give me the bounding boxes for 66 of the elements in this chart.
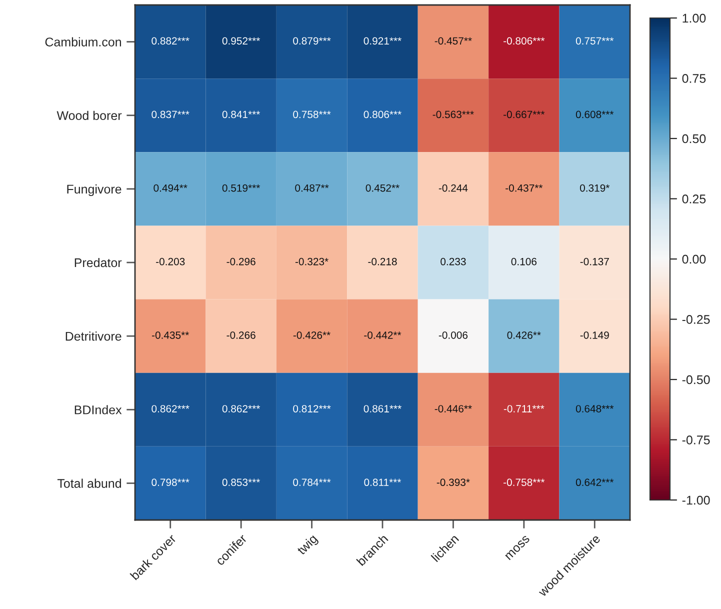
data-label: 0.784*** bbox=[293, 478, 331, 486]
y-tick-label: Detritivore bbox=[66, 332, 122, 341]
color-bar-label: -1.00 bbox=[682, 496, 710, 505]
color-bar-label: 1.00 bbox=[682, 14, 706, 23]
data-label: 0.882*** bbox=[152, 37, 190, 45]
color-bar-label: 0.25 bbox=[682, 194, 706, 204]
color-bar-label: -0.75 bbox=[682, 436, 710, 444]
data-label: -0.266 bbox=[226, 331, 256, 339]
data-label: 0.452** bbox=[366, 184, 400, 192]
data-label: 0.608*** bbox=[576, 110, 614, 118]
data-label: -0.203 bbox=[156, 258, 185, 266]
data-label: 0.642*** bbox=[576, 478, 614, 486]
data-label: 0.862*** bbox=[222, 405, 260, 412]
color-bar-label: -0.50 bbox=[682, 375, 710, 384]
x-tick-label: twig bbox=[296, 534, 320, 558]
data-label: 0.233 bbox=[440, 258, 466, 266]
data-label: -0.137 bbox=[580, 258, 609, 266]
data-label: 0.812*** bbox=[293, 405, 331, 412]
color-bar-label: 0.75 bbox=[682, 74, 706, 83]
data-label: 0.519*** bbox=[222, 184, 260, 192]
data-label: -0.218 bbox=[368, 258, 397, 266]
data-label: 0.841*** bbox=[222, 110, 260, 118]
data-label: -0.806*** bbox=[504, 37, 545, 45]
data-label: -0.758*** bbox=[504, 478, 545, 486]
data-label: -0.446** bbox=[434, 405, 472, 412]
data-label: 0.426** bbox=[507, 331, 541, 339]
data-label: 0.952*** bbox=[222, 37, 260, 45]
color-bar-label: 0.00 bbox=[682, 254, 706, 264]
data-label: -0.442** bbox=[364, 331, 402, 339]
color-bar-label: 0.50 bbox=[682, 134, 706, 144]
data-label: 0.798*** bbox=[152, 478, 190, 486]
data-label: 0.837*** bbox=[152, 110, 190, 118]
data-label: -0.435** bbox=[152, 331, 190, 339]
data-label: -0.244 bbox=[438, 184, 468, 192]
data-label: 0.921*** bbox=[364, 37, 402, 45]
data-label: -0.711*** bbox=[504, 405, 544, 412]
y-tick-label: Predator bbox=[74, 258, 122, 268]
data-label: -0.006 bbox=[438, 331, 468, 339]
data-label: -0.563*** bbox=[432, 110, 474, 118]
data-label: -0.457** bbox=[434, 37, 472, 45]
data-label: -0.437** bbox=[506, 184, 543, 192]
data-label: 0.494** bbox=[154, 184, 188, 192]
y-tick-label: Wood borer bbox=[56, 110, 122, 120]
y-tick-label: Fungivore bbox=[67, 184, 122, 196]
data-label: 0.811*** bbox=[364, 478, 402, 486]
data-label: 0.106 bbox=[511, 258, 537, 266]
data-label: 0.861*** bbox=[364, 405, 402, 412]
data-label: -0.149 bbox=[580, 331, 609, 339]
data-label: -0.323* bbox=[295, 258, 328, 266]
data-label: 0.806*** bbox=[364, 110, 402, 118]
data-label: -0.296 bbox=[226, 258, 256, 266]
data-label: 0.757*** bbox=[576, 37, 614, 45]
data-label: -0.393* bbox=[436, 478, 470, 486]
y-tick-label: BDIndex bbox=[74, 405, 122, 414]
y-tick-label: Total abund bbox=[57, 478, 122, 488]
data-label: 0.853*** bbox=[222, 478, 260, 486]
data-label: -0.426** bbox=[293, 331, 330, 339]
data-label: 0.648*** bbox=[576, 405, 614, 412]
y-tick-label: Cambium.con bbox=[45, 37, 121, 46]
data-label: 0.487** bbox=[295, 184, 329, 192]
data-label: 0.862*** bbox=[152, 405, 190, 412]
data-label: 0.758*** bbox=[293, 110, 331, 118]
data-label: 0.319* bbox=[580, 184, 610, 192]
data-label: 0.879*** bbox=[293, 37, 331, 45]
color-bar-label: -0.25 bbox=[682, 315, 710, 324]
data-label: -0.667*** bbox=[504, 110, 545, 118]
